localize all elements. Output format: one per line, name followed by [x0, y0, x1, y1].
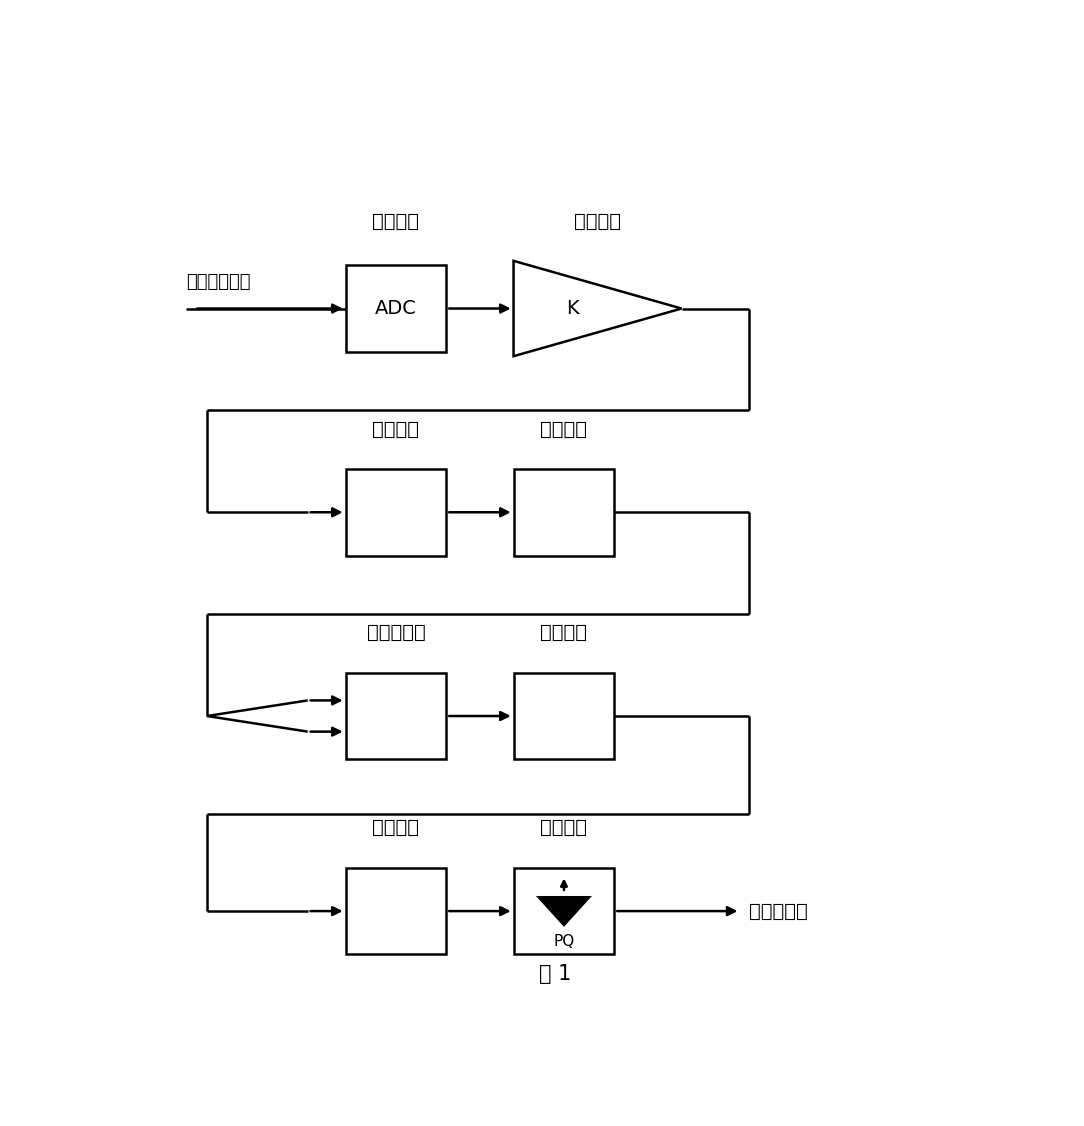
Polygon shape — [514, 261, 682, 356]
Text: 增益放大: 增益放大 — [575, 212, 621, 231]
Bar — [346, 468, 447, 555]
Bar — [346, 868, 447, 955]
Bar — [514, 672, 615, 759]
Text: 饱和处理: 饱和处理 — [373, 420, 420, 438]
Text: 自相关相乘: 自相关相乘 — [366, 624, 425, 642]
Text: 回差判决: 回差判决 — [541, 819, 588, 838]
Bar — [514, 468, 615, 555]
Text: 开平方根: 开平方根 — [373, 819, 420, 838]
Bar — [514, 868, 615, 955]
Text: 模数转换: 模数转换 — [373, 212, 420, 231]
Polygon shape — [539, 897, 590, 924]
Text: PQ: PQ — [553, 933, 575, 948]
Text: 图 1: 图 1 — [540, 964, 571, 984]
Bar — [346, 672, 447, 759]
Text: K: K — [566, 300, 579, 318]
Text: 低通滤波: 低通滤波 — [541, 624, 588, 642]
Bar — [346, 265, 447, 351]
Text: 带通滤波: 带通滤波 — [541, 420, 588, 438]
Text: ADC: ADC — [375, 300, 417, 318]
Text: 电流信号输入: 电流信号输入 — [186, 274, 250, 292]
Text: 防潜动输出: 防潜动输出 — [749, 902, 808, 921]
